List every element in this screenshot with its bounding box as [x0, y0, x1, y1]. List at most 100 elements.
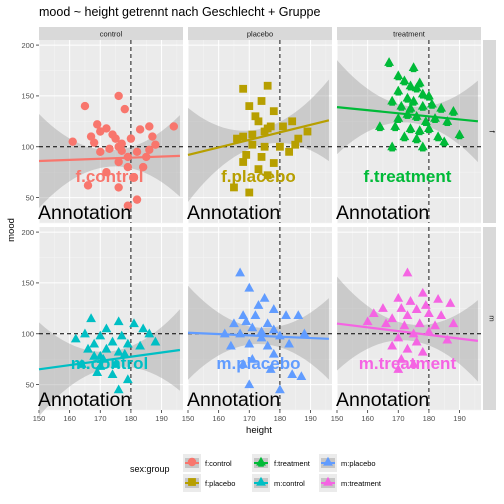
data-point	[135, 125, 145, 134]
facet-f-placebo: placebo f.placebo Annotation	[187, 27, 332, 224]
data-point	[95, 330, 106, 340]
legend-item-f-control: f:control	[183, 454, 232, 472]
y-tick-label: 100	[21, 142, 34, 151]
data-point	[414, 125, 425, 136]
data-point	[113, 346, 124, 356]
data-point	[248, 140, 257, 149]
data-point	[411, 304, 422, 313]
facet-m-control: 50 100 150 200 150 160 170 180 190 m.control Annot…	[21, 227, 183, 423]
data-point	[424, 308, 434, 318]
data-point	[402, 92, 413, 103]
data-point	[117, 139, 126, 148]
y-tick-label: 50	[26, 380, 34, 389]
data-point	[105, 144, 114, 153]
data-point	[393, 113, 404, 123]
data-point	[93, 120, 102, 129]
data-point	[284, 338, 295, 348]
data-point	[411, 82, 422, 93]
data-point	[238, 359, 249, 368]
data-point	[454, 129, 465, 140]
data-point	[442, 334, 453, 344]
data-point	[89, 338, 100, 348]
data-point	[145, 122, 154, 131]
data-point	[362, 316, 373, 326]
regression-line	[187, 119, 330, 156]
data-point	[291, 140, 300, 149]
data-point	[244, 379, 255, 389]
data-point	[408, 62, 419, 73]
data-point	[122, 338, 133, 348]
group-label: m.treatment	[359, 354, 457, 373]
regression-line	[187, 331, 329, 340]
data-point	[378, 303, 388, 312]
facet-strip-label: treatment	[393, 29, 426, 38]
data-point	[448, 105, 459, 116]
data-point	[393, 364, 404, 373]
data-point	[433, 131, 444, 142]
data-point	[293, 310, 304, 320]
data-point	[101, 343, 112, 353]
facet-strip-control	[39, 27, 183, 40]
data-point	[420, 116, 431, 127]
data-point	[119, 348, 130, 358]
legend-marker	[187, 457, 197, 467]
regression-line	[38, 348, 181, 371]
data-point	[92, 367, 103, 376]
group-label: m.control	[71, 354, 148, 373]
data-point	[238, 310, 249, 320]
data-point	[384, 57, 394, 68]
data-point	[126, 134, 136, 143]
data-point	[114, 183, 123, 192]
data-point	[393, 70, 404, 81]
data-point	[254, 165, 263, 174]
data-point	[113, 316, 124, 326]
data-point	[86, 313, 96, 323]
data-point	[239, 84, 248, 93]
facet-strip-label: f	[488, 130, 497, 133]
data-point	[120, 104, 129, 114]
data-point	[83, 181, 93, 190]
legend-label: f:control	[205, 459, 232, 468]
x-tick-label: 160	[212, 414, 225, 423]
data-point	[151, 140, 160, 149]
legend-label: m:placebo	[341, 459, 376, 468]
data-point	[144, 328, 155, 338]
data-point	[244, 338, 255, 348]
data-point	[95, 361, 106, 370]
legend-marker	[256, 476, 266, 486]
data-point	[436, 310, 447, 320]
data-point	[436, 102, 447, 113]
annotation-text: Annotation	[187, 389, 280, 411]
x-tick-label: 180	[423, 414, 436, 423]
data-point	[299, 328, 310, 338]
data-point	[396, 100, 407, 111]
data-point	[433, 293, 444, 303]
legend-marker	[323, 456, 333, 466]
data-point	[247, 322, 258, 332]
data-point	[265, 364, 276, 373]
y-tick-label: 150	[21, 92, 34, 101]
data-point	[424, 90, 434, 101]
legend-item-m-placebo: m:placebo	[319, 454, 376, 472]
regression-line	[38, 154, 180, 163]
y-tick-label: 100	[21, 329, 34, 338]
chart-title: mood ~ height getrennt nach Geschlecht +…	[39, 5, 320, 19]
data-point	[102, 124, 111, 133]
data-point	[101, 323, 112, 333]
data-point	[70, 333, 81, 343]
legend-item-f-treatment: f:treatment	[252, 454, 311, 472]
data-point	[254, 117, 263, 126]
data-point	[405, 296, 416, 305]
data-point	[408, 95, 419, 106]
data-point	[123, 201, 133, 210]
data-point	[275, 384, 285, 394]
data-point	[288, 117, 297, 126]
legend-title: sex:group	[130, 464, 170, 474]
data-point	[256, 326, 267, 336]
data-point	[420, 300, 431, 309]
data-point	[417, 100, 428, 111]
data-point	[239, 132, 248, 141]
confidence-band	[39, 114, 180, 208]
data-point	[80, 328, 90, 338]
data-point	[402, 310, 413, 320]
